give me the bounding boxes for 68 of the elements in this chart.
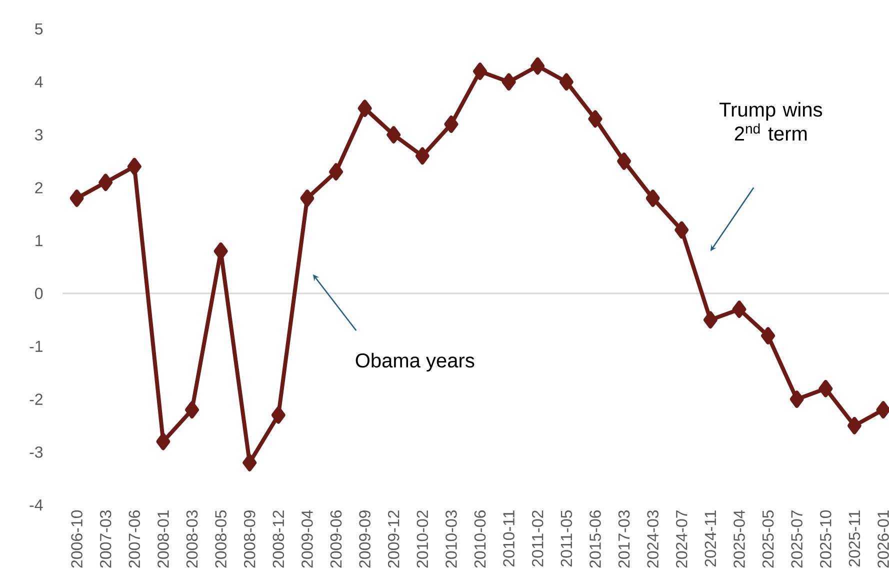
point bbox=[329, 163, 344, 180]
point bbox=[703, 311, 718, 329]
x-tick-label: 2011-02 bbox=[532, 510, 544, 566]
y-tick-label: 3 bbox=[35, 129, 43, 140]
point bbox=[358, 100, 372, 118]
y-tick-label: -1 bbox=[30, 340, 43, 352]
point bbox=[473, 62, 488, 80]
x-tick-label: 2025-11 bbox=[848, 510, 860, 566]
point bbox=[386, 126, 401, 144]
point bbox=[674, 221, 689, 239]
x-tick-label: 2009-12 bbox=[388, 510, 400, 568]
point bbox=[98, 174, 113, 192]
x-tick-label: 2009-06 bbox=[330, 510, 342, 568]
x-tick-label: 2008-09 bbox=[244, 510, 256, 568]
point bbox=[70, 190, 84, 207]
x-tick-label: 2010-11 bbox=[503, 510, 514, 566]
x-tick-label: 2008-12 bbox=[272, 510, 284, 568]
x-tick-label: 2024-03 bbox=[647, 510, 658, 568]
x-tick-label: 2024-07 bbox=[676, 510, 688, 568]
point bbox=[156, 432, 170, 450]
point bbox=[559, 73, 574, 91]
annotation: Trump wins 2$^{nd}$ term bbox=[719, 102, 822, 141]
x-tick-label: 2025-10 bbox=[820, 510, 832, 568]
point bbox=[444, 116, 458, 133]
point bbox=[185, 401, 200, 418]
x-tick-label: 2024-11 bbox=[704, 510, 716, 566]
annotation: Obama years bbox=[356, 352, 474, 372]
x-tick-label: 2025-04 bbox=[734, 510, 745, 568]
point bbox=[300, 190, 314, 207]
y-tick-label: -4 bbox=[30, 500, 43, 511]
y-tick-label: -2 bbox=[30, 394, 42, 405]
x-tick-label: 2008-01 bbox=[158, 510, 169, 568]
point bbox=[818, 380, 833, 398]
point bbox=[502, 73, 516, 91]
y-tick-label: 1 bbox=[36, 235, 43, 246]
x-tick-label: 2008-03 bbox=[186, 510, 198, 568]
y-tick-label: 5 bbox=[35, 23, 43, 35]
point bbox=[271, 406, 286, 424]
x-tick-label: 2026-01 bbox=[878, 510, 889, 568]
y-tick-label: 4 bbox=[34, 76, 43, 88]
x-tick-label: 2017-03 bbox=[618, 510, 630, 568]
point bbox=[732, 300, 746, 318]
x-tick-label: 2025-07 bbox=[791, 510, 802, 568]
point bbox=[242, 454, 257, 472]
point bbox=[127, 158, 142, 176]
point bbox=[588, 110, 602, 128]
x-tick-label: 2007-03 bbox=[100, 510, 112, 568]
point bbox=[617, 152, 632, 170]
x-tick-label: 2011-05 bbox=[560, 510, 572, 566]
point bbox=[790, 390, 804, 408]
point bbox=[415, 147, 430, 165]
point bbox=[761, 327, 776, 344]
y-tick-label: -3 bbox=[30, 446, 43, 458]
point bbox=[847, 417, 862, 434]
x-tick-label: 2010-06 bbox=[474, 510, 486, 568]
y-tick-label: 2 bbox=[35, 182, 42, 194]
point bbox=[530, 57, 545, 75]
x-tick-label: 2007-06 bbox=[128, 510, 140, 568]
x-tick-label: 2010-03 bbox=[446, 510, 457, 568]
y-tick-label: 0 bbox=[35, 288, 43, 300]
x-tick-label: 2010-02 bbox=[416, 510, 428, 568]
x-tick-label: 2009-04 bbox=[302, 510, 313, 568]
point bbox=[646, 190, 660, 207]
x-tick-label: 2025-05 bbox=[762, 510, 774, 568]
x-tick-label: 2008-05 bbox=[215, 510, 226, 568]
x-tick-label: 2015-06 bbox=[590, 510, 601, 568]
x-tick-label: 2006-10 bbox=[71, 510, 82, 568]
x-tick-label: 2009-09 bbox=[359, 510, 370, 568]
